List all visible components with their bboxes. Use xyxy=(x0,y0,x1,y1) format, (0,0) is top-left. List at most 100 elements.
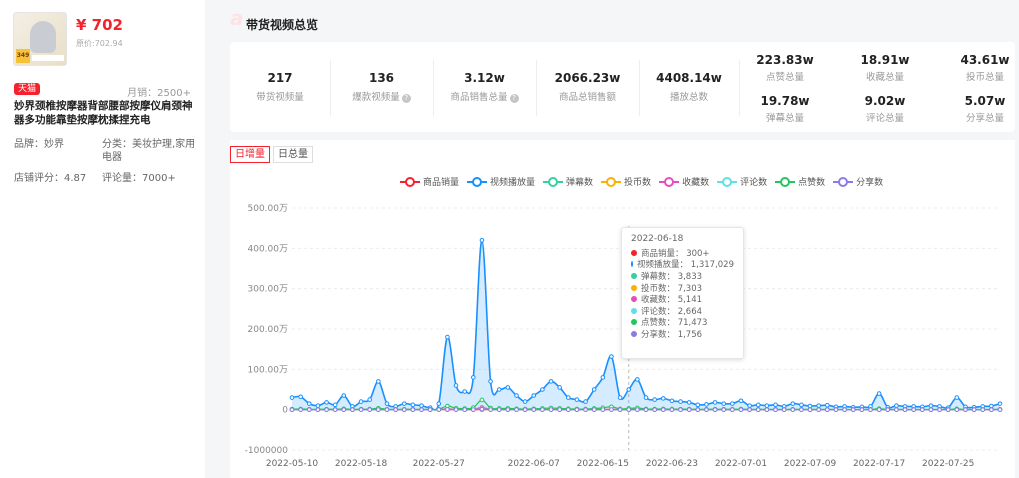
stat-danmaku-total: 19.78w 弹幕总量 xyxy=(750,94,820,124)
help-icon[interactable]: ? xyxy=(509,94,519,103)
stat-play-count: 4408.14w 播放总数 xyxy=(639,71,739,103)
divider xyxy=(739,60,740,116)
legend-marker-icon xyxy=(601,176,622,187)
review-count: 评论量：7000+ xyxy=(102,173,176,184)
legend-label: 收藏数 xyxy=(682,178,710,188)
tooltip-text: 视频播放量： 1,317,029 xyxy=(637,260,734,271)
tooltip-row: 评论数： 2,664 xyxy=(631,305,734,317)
stat-label: 带货视频量 xyxy=(256,92,304,103)
stat-favorite-total: 18.91w 收藏总量 xyxy=(850,53,920,83)
tooltip-dot-icon xyxy=(631,307,637,314)
stat-value: 136 xyxy=(368,71,395,85)
legend-item[interactable]: 商品销量 xyxy=(400,175,459,188)
stat-value: 3.12w xyxy=(464,71,505,85)
stat-value: 4408.14w xyxy=(656,71,722,85)
divider xyxy=(433,60,434,116)
chart-legend: 商品销量 视频播放量 弹幕数 投币数 收藏数 评论数 点赞数 分享数 xyxy=(400,175,891,188)
original-price: 原价:702.94 xyxy=(76,39,123,48)
stat-label: 点赞总量 xyxy=(765,72,804,83)
tooltip-text: 弹幕数： 3,833 xyxy=(641,271,703,282)
stat-label: 弹幕总量 xyxy=(765,113,804,124)
tooltip-row: 投币数： 7,303 xyxy=(631,282,734,294)
product-brand: 品牌：妙界 xyxy=(14,139,64,150)
stat-like-total: 223.83w 点赞总量 xyxy=(750,53,820,83)
stat-value: 217 xyxy=(267,71,293,85)
product-image-figure xyxy=(30,21,56,53)
divider xyxy=(330,60,331,116)
tooltip-row: 点赞数： 71,473 xyxy=(631,317,734,328)
legend-marker-icon xyxy=(717,176,738,187)
tooltip-dot-icon xyxy=(631,319,637,326)
legend-marker-icon xyxy=(543,176,564,187)
legend-label: 商品销量 xyxy=(423,178,460,188)
tooltip-text: 投币数： 7,303 xyxy=(641,283,703,294)
tab-daily-increment[interactable]: 日增量 xyxy=(230,146,270,163)
legend-item[interactable]: 视频播放量 xyxy=(467,175,535,188)
tooltip-row: 商品销量： 300+ xyxy=(631,247,734,259)
tooltip-text: 商品销量： 300+ xyxy=(641,248,710,259)
chart-tooltip: 2022-06-18 商品销量： 300+ 视频播放量： 1,317,029 弹幕数… xyxy=(621,227,744,359)
tab-daily-total[interactable]: 日总量 xyxy=(273,146,313,163)
legend-item[interactable]: 投币数 xyxy=(601,175,651,188)
product-title[interactable]: 妙界颈椎按摩器背部腰部按摩仪肩颈神器多功能靠垫按摩枕揉捏充电 xyxy=(14,100,193,126)
tooltip-row: 收藏数： 5,141 xyxy=(631,293,734,305)
stat-share-total: 5.07w 分享总量 xyxy=(950,94,1019,124)
monthly-sales: 月销：2500+ xyxy=(127,88,191,99)
stats-card: 217 带货视频量 136 爆款视频量? 3.12w 商品销售总量? 2066.… xyxy=(230,42,1015,132)
legend-item[interactable]: 评论数 xyxy=(717,175,767,188)
tooltip-row: 弹幕数： 3,833 xyxy=(631,270,734,282)
stat-label: 收藏总量 xyxy=(865,72,904,83)
tooltip-text: 分享数： 1,756 xyxy=(641,329,703,340)
stat-value: 5.07w xyxy=(964,94,1006,108)
stat-value: 223.83w xyxy=(756,53,814,67)
legend-marker-icon xyxy=(400,176,420,187)
stat-label: 投币总量 xyxy=(965,72,1004,83)
stat-label: 播放总数 xyxy=(669,92,708,103)
tooltip-dot-icon xyxy=(631,296,637,303)
legend-label: 分享数 xyxy=(856,178,884,188)
tooltip-text: 评论数： 2,664 xyxy=(641,306,703,317)
stat-value: 43.61w xyxy=(960,53,1010,67)
tooltip-date: 2022-06-18 xyxy=(631,234,684,244)
stat-value: 19.78w xyxy=(760,94,810,108)
tooltip-dot-icon xyxy=(631,330,637,337)
product-category: 分类：美妆护理,家用电器 xyxy=(102,139,196,163)
tooltip-row: 视频播放量： 1,317,029 xyxy=(631,259,734,271)
overview-title: 带货视频总览 xyxy=(246,18,319,32)
stat-value: 9.02w xyxy=(864,94,906,108)
thumb-badge: 349 xyxy=(16,49,30,63)
legend-marker-icon xyxy=(659,176,680,187)
stat-sales-amount: 2066.23w 商品总销售额 xyxy=(536,71,639,103)
legend-item[interactable]: 弹幕数 xyxy=(543,175,593,188)
stat-coin-total: 43.61w 投币总量 xyxy=(950,53,1019,83)
thumb-strip xyxy=(32,55,64,61)
legend-marker-icon xyxy=(775,176,796,187)
tooltip-text: 收藏数： 5,141 xyxy=(641,295,703,306)
legend-marker-icon xyxy=(467,176,488,187)
help-icon[interactable]: ? xyxy=(401,94,411,103)
stat-value: 2066.23w xyxy=(554,71,621,85)
brand-logo-watermark: a xyxy=(230,6,244,30)
tooltip-row: 分享数： 1,756 xyxy=(631,328,734,340)
stat-label: 爆款视频量 xyxy=(352,92,400,103)
stat-label: 评论总量 xyxy=(865,113,904,124)
legend-label: 投币数 xyxy=(624,178,652,188)
platform-tag: 天猫 xyxy=(14,83,41,95)
stat-hit-video-count: 136 爆款视频量? xyxy=(330,71,433,103)
tooltip-dot-icon xyxy=(631,272,637,279)
product-panel: 349 ¥ 702 原价:702.94 天猫 月销：2500+ 妙界颈椎按摩器背… xyxy=(0,0,205,478)
legend-item[interactable]: 分享数 xyxy=(833,175,883,188)
tooltip-dot-icon xyxy=(631,284,637,291)
legend-label: 评论数 xyxy=(740,178,768,188)
legend-marker-icon xyxy=(833,176,854,187)
legend-item[interactable]: 收藏数 xyxy=(659,175,709,188)
stat-sales-volume: 3.12w 商品销售总量? xyxy=(433,71,536,103)
stat-value: 18.91w xyxy=(860,53,910,67)
legend-item[interactable]: 点赞数 xyxy=(775,175,825,188)
tooltip-dot-icon xyxy=(631,261,634,268)
divider xyxy=(536,60,537,116)
stat-label: 分享总量 xyxy=(965,113,1004,124)
stat-label: 商品总销售额 xyxy=(558,92,616,103)
product-thumbnail[interactable]: 349 xyxy=(13,12,67,66)
stat-label: 商品销售总量 xyxy=(450,92,508,103)
